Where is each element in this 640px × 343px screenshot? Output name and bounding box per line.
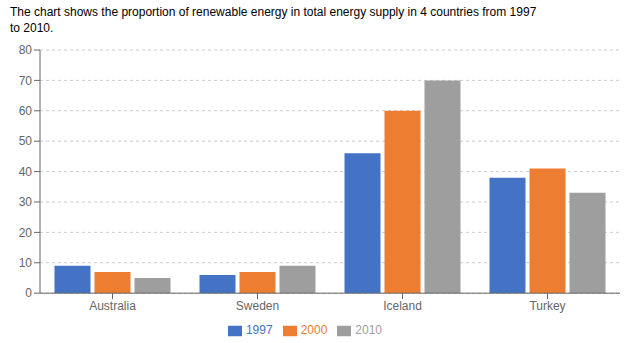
html-text:to 2010.: to 2010.	[10, 21, 54, 35]
svg-text:60: 60	[19, 104, 33, 118]
svg-text:80: 80	[19, 43, 33, 57]
html-text:The chart shows the proportion: The chart shows the proportion of renewa…	[10, 5, 537, 19]
svg-text:40: 40	[19, 165, 33, 179]
html-text:2010: 2010	[355, 323, 382, 338]
html-text:2000: 2000	[300, 323, 328, 338]
svg-text:Sweden: Sweden	[236, 299, 279, 313]
svg-text:20: 20	[19, 226, 33, 240]
svg-text:70: 70	[19, 74, 33, 88]
svg-text:Iceland: Iceland	[383, 299, 422, 313]
svg-text:50: 50	[19, 134, 33, 148]
svg-text:0: 0	[25, 286, 32, 300]
svg-text:30: 30	[19, 195, 33, 209]
svg-text:10: 10	[19, 256, 33, 270]
html-text:1997: 1997	[245, 323, 273, 338]
svg-text:Turkey: Turkey	[529, 299, 565, 313]
svg-text:Australia: Australia	[89, 299, 136, 313]
